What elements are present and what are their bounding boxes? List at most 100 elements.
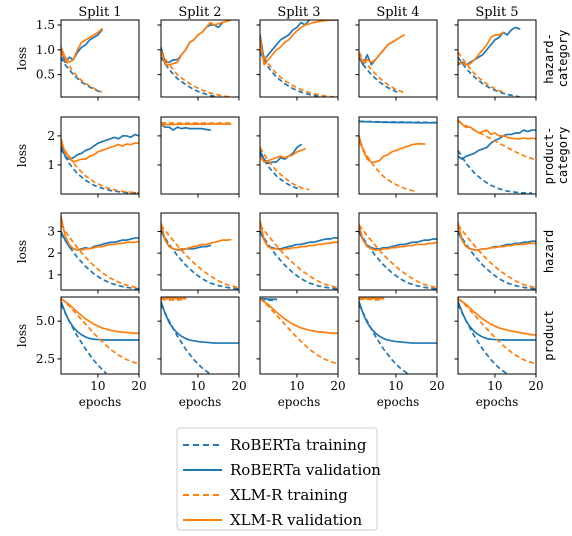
line-rob-train [359,230,437,290]
panel-hazard-category-split-1: 0.5 1.0 1.5 [36,18,140,101]
x-axis-label: epochs [179,395,222,409]
row-label-line: hazard- [542,33,556,84]
line-xlm-train [260,224,338,289]
x-tick-label: 10 [289,379,304,393]
line-rob-val [61,29,103,64]
line-rob-train [260,51,326,97]
line-xlm-train [61,142,139,194]
series-lines [260,219,338,290]
y-tick-label: 5.0 [36,314,55,328]
line-rob-train [260,152,302,191]
line-xlm-val [260,148,307,163]
line-rob-train [161,56,219,97]
x-tick-label: 10 [190,379,205,393]
line-xlm-val [458,297,536,336]
y-tick-label: 2.5 [36,352,55,366]
line-rob-train [61,233,139,290]
line-rob-val [260,297,278,301]
row-label-hazard: hazard [542,230,556,273]
line-rob-train [161,230,239,290]
x-axis-label: epochs [278,395,321,409]
line-xlm-train [260,297,338,365]
row-label-line: category [556,127,570,185]
line-rob-val [458,300,536,341]
series-lines [359,34,406,94]
series-lines [260,297,338,365]
panel-frame [259,296,339,375]
panel-hazard-category-split-5 [454,19,537,101]
line-rob-train [458,56,520,97]
y-tick-label: 1.5 [36,18,55,32]
line-xlm-val [61,137,139,163]
panel-hazard-split-3 [256,212,339,294]
line-xlm-val [61,215,139,251]
line-xlm-val [359,34,406,64]
y-tick-label: 0.5 [36,68,55,82]
line-rob-val [260,143,302,165]
line-xlm-train [161,224,239,289]
line-xlm-train [61,297,139,365]
x-axis-label: epochs [377,395,420,409]
line-xlm-val [260,219,338,251]
y-axis-label: loss [15,144,29,167]
y-tick-label: 3 [47,224,55,238]
series-lines [260,143,310,191]
line-xlm-train [359,298,384,301]
line-xlm-val [61,28,103,64]
line-rob-train [260,230,338,290]
series-lines [161,121,232,131]
panel-product-category-split-5 [454,116,537,198]
series-lines [61,133,139,194]
x-tick-label: 20 [528,379,543,393]
line-xlm-val [458,119,536,140]
line-rob-val [161,123,212,131]
panel-frame [457,296,537,375]
panel-frame [160,116,240,195]
line-xlm-train [458,224,536,289]
panel-hazard-category-split-2 [157,19,240,101]
line-xlm-val [458,221,536,251]
panel-product-split-5: 10 20 epochs [454,296,544,409]
panel-frame [160,296,240,375]
line-xlm-val [161,123,232,126]
x-tick-label: 20 [231,379,246,393]
panel-frame [358,19,438,98]
x-tick-label: 10 [388,379,403,393]
series-lines [161,297,239,374]
line-xlm-train [260,147,310,191]
line-rob-val [161,300,239,344]
panel-frame [358,116,438,195]
column-title-split-4: Split 4 [376,5,419,20]
line-xlm-val [359,224,437,251]
panel-frame [60,116,140,195]
panel-frame [358,212,438,291]
series-lines [260,20,338,97]
line-xlm-val [260,20,338,66]
column-title-split-1: Split 1 [78,5,121,20]
line-xlm-train [359,224,437,289]
panel-frame [259,212,339,291]
legend-label-1: RoBERTa validation [230,461,381,479]
legend-frame [176,427,378,531]
line-xlm-train [359,51,405,94]
line-rob-val [161,21,224,64]
panel-frame [60,212,140,291]
subplot-grid: Split 1 Split 2 Split 3 Split 4 Split 5 loss h… [15,5,570,409]
line-rob-val [260,230,338,250]
column-title-split-2: Split 2 [178,5,221,20]
series-lines [458,221,536,290]
panel-frame [358,296,438,375]
line-xlm-val [161,221,232,251]
series-lines [161,20,232,97]
line-xlm-train [359,141,417,193]
panel-product-split-3: 10 20 epochs [256,296,346,409]
panel-product-split-1: 2.5 5.0 10 20 epochs [36,296,147,409]
line-rob-val [359,120,437,124]
series-lines [161,221,239,290]
y-tick-label: 2 [47,246,55,260]
panel-frame [160,212,240,291]
panel-hazard-category-split-3 [256,19,339,101]
column-title-split-3: Split 3 [277,5,320,20]
panel-frame [259,116,339,195]
